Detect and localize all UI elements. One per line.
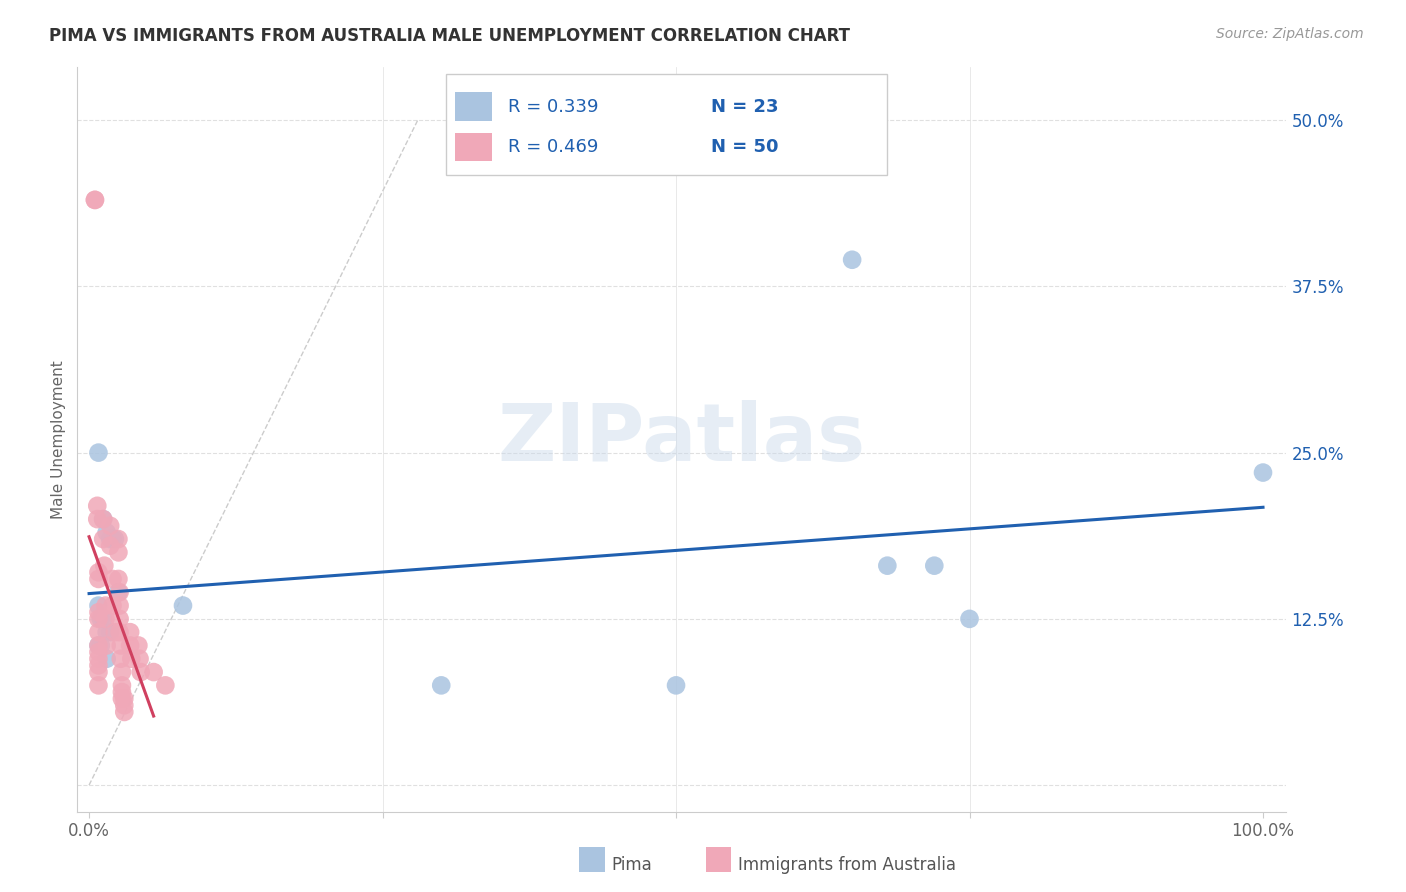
Point	[107, 572, 129, 586]
Point	[841, 252, 863, 267]
Point	[87, 639, 110, 653]
Point	[155, 678, 177, 692]
Point	[91, 532, 114, 546]
Point	[91, 612, 114, 626]
Point	[111, 691, 134, 706]
Text: Source: ZipAtlas.com: Source: ZipAtlas.com	[1216, 27, 1364, 41]
Point	[98, 532, 121, 546]
Point	[87, 572, 110, 586]
Point	[120, 652, 142, 666]
Point	[87, 625, 110, 640]
Point	[87, 605, 110, 619]
Point	[96, 639, 118, 653]
Point	[87, 599, 110, 613]
Point	[108, 585, 131, 599]
Bar	[456, 133, 492, 161]
Point	[101, 572, 124, 586]
Point	[120, 639, 142, 653]
Text: PIMA VS IMMIGRANTS FROM AUSTRALIA MALE UNEMPLOYMENT CORRELATION CHART: PIMA VS IMMIGRANTS FROM AUSTRALIA MALE U…	[49, 27, 851, 45]
Point	[87, 639, 110, 653]
Point	[108, 599, 131, 613]
Text: Immigrants from Australia: Immigrants from Australia	[738, 856, 956, 874]
Point	[108, 612, 131, 626]
Point	[87, 445, 110, 459]
Point	[1251, 466, 1274, 480]
Text: N = 50: N = 50	[711, 137, 779, 156]
Point	[87, 645, 110, 659]
Y-axis label: Male Unemployment: Male Unemployment	[51, 360, 66, 518]
Point	[129, 665, 152, 679]
Point	[87, 652, 110, 666]
Point	[87, 665, 110, 679]
Point	[112, 705, 135, 719]
Point	[142, 665, 165, 679]
Point	[90, 639, 112, 653]
Text: R = 0.339: R = 0.339	[508, 97, 599, 116]
Point	[111, 685, 134, 699]
Point	[84, 193, 107, 207]
Point	[96, 652, 118, 666]
Point	[112, 691, 135, 706]
Point	[430, 678, 453, 692]
Point	[87, 566, 110, 580]
Point	[96, 625, 118, 640]
Point	[86, 499, 108, 513]
Point	[98, 518, 121, 533]
Point	[111, 678, 134, 692]
Point	[98, 539, 121, 553]
Point	[127, 639, 149, 653]
Point	[111, 665, 134, 679]
Text: R = 0.469: R = 0.469	[508, 137, 599, 156]
Point	[128, 652, 150, 666]
Text: Pima: Pima	[612, 856, 652, 874]
Point	[98, 625, 121, 640]
Point	[90, 612, 112, 626]
Point	[94, 599, 117, 613]
Point	[101, 599, 124, 613]
Point	[112, 698, 135, 713]
Point	[876, 558, 898, 573]
Point	[107, 532, 129, 546]
Point	[87, 658, 110, 673]
Point	[959, 612, 981, 626]
Point	[172, 599, 194, 613]
Point	[924, 558, 946, 573]
Point	[104, 625, 127, 640]
Point	[91, 512, 114, 526]
Point	[91, 512, 114, 526]
Point	[107, 545, 129, 559]
Point	[96, 525, 118, 540]
Text: ZIPatlas: ZIPatlas	[498, 401, 866, 478]
Point	[101, 532, 124, 546]
Point	[665, 678, 688, 692]
Point	[93, 558, 115, 573]
Point	[87, 612, 110, 626]
Point	[107, 585, 129, 599]
Point	[110, 652, 132, 666]
Point	[86, 512, 108, 526]
Bar	[456, 93, 492, 120]
Point	[104, 532, 127, 546]
Point	[87, 678, 110, 692]
Text: N = 23: N = 23	[711, 97, 779, 116]
Point	[110, 639, 132, 653]
Point	[120, 625, 142, 640]
FancyBboxPatch shape	[446, 74, 887, 175]
Point	[84, 193, 107, 207]
Point	[94, 612, 117, 626]
Point	[108, 625, 131, 640]
